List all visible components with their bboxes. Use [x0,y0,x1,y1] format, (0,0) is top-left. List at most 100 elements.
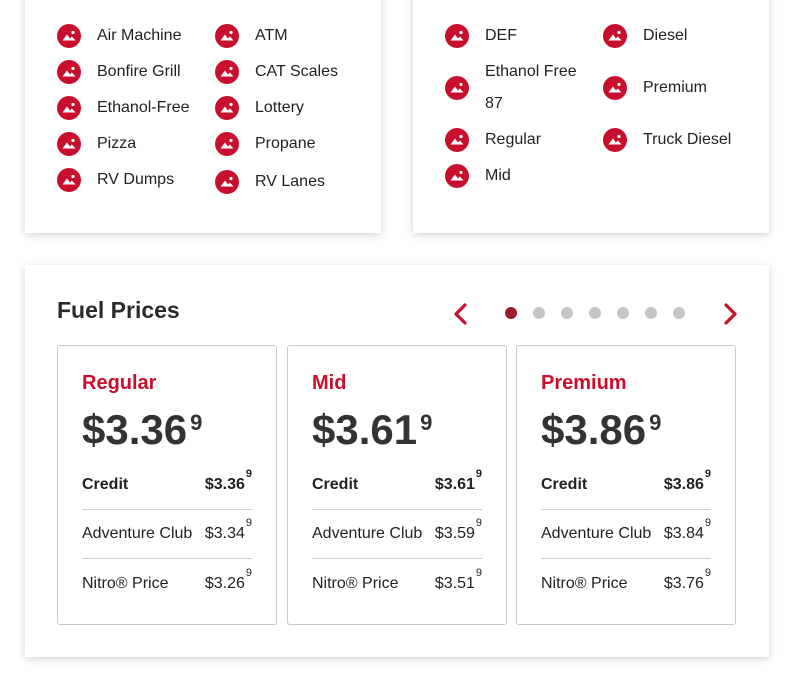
price-value: $3.86 [541,406,647,453]
amenity-lottery: Lottery [215,92,304,124]
mountain-image-icon [445,24,469,48]
amenity-label: ATM [255,27,288,44]
price-row-adventure-club: Adventure Club $3.599 [312,510,482,559]
chevron-left-icon[interactable] [450,301,472,327]
row-value: $3.519 [434,567,482,593]
row-superscript: 9 [475,517,482,529]
row-label: Nitro® Price [312,574,399,592]
amenity-pizza: Pizza [57,128,136,160]
amenity-rv-lanes: RV Lanes [215,166,325,198]
amenity-rv-dumps: RV Dumps [57,164,174,196]
amenity-propane: Propane [215,128,316,160]
price-row-nitro: Nitro® Price $3.269 [82,559,252,608]
amenity-label: Air Machine [97,27,182,44]
price-superscript: 9 [420,410,433,435]
carousel-dot-5[interactable] [617,307,629,319]
price-row-credit: Credit $3.869 [541,461,711,510]
carousel-dot-3[interactable] [561,307,573,319]
fuel-type-label: Ethanol Free 87 [485,56,577,120]
price-card-premium: Premium $3.86 9 Credit $3.869 Adventure C… [516,345,736,625]
row-label: Adventure Club [312,525,423,542]
fuel-prices-title: Fuel Prices [57,297,180,323]
row-label: Credit [312,476,359,493]
carousel-dot-2[interactable] [533,307,545,319]
row-price: $3.26 [204,574,245,592]
row-value: $3.599 [434,517,482,543]
amenity-label: Bonfire Grill [97,63,181,80]
row-price: $3.36 [204,476,245,493]
row-superscript: 9 [704,566,711,579]
price-row-adventure-club: Adventure Club $3.849 [541,510,711,559]
row-superscript: 9 [475,468,482,480]
mountain-image-icon [215,60,239,84]
amenity-label: RV Dumps [97,171,175,188]
mountain-image-icon [57,132,81,156]
fuel-types-card: DEF Diesel Ethanol Free 87 Premium Regul… [413,0,769,233]
row-price: $3.84 [663,525,704,542]
fuel-grade-price: $3.86 9 [541,406,661,454]
amenity-label: CAT Scales [255,63,338,80]
fuel-type-premium: Premium [603,72,707,104]
mountain-image-icon [57,96,81,120]
amenity-label: Pizza [97,135,137,152]
row-superscript: 9 [704,517,711,529]
price-row-credit: Credit $3.369 [82,461,252,510]
chevron-right-icon[interactable] [719,301,741,327]
fuel-type-label: Mid [485,167,511,184]
carousel-dot-6[interactable] [645,307,657,319]
row-label: Credit [82,476,129,493]
row-label: Nitro® Price [82,574,169,592]
amenity-cat-scales: CAT Scales [215,56,338,88]
mountain-image-icon [57,168,81,192]
price-superscript: 9 [190,410,203,435]
amenity-label: Ethanol-Free [97,99,190,116]
amenity-atm: ATM [215,20,288,52]
fuel-type-label: Diesel [643,27,688,44]
fuel-type-def: DEF [445,20,517,52]
amenity-ethanol-free: Ethanol-Free [57,92,190,124]
price-card-regular: Regular $3.36 9 Credit $3.369 Adventure C… [57,345,277,625]
amenity-air-machine: Air Machine [57,20,181,52]
row-price: $3.86 [663,476,704,493]
amenity-bonfire-grill: Bonfire Grill [57,56,181,88]
carousel-dot-7[interactable] [673,307,685,319]
mountain-image-icon [603,76,627,100]
row-superscript: 9 [475,566,482,579]
row-value: $3.769 [663,567,711,593]
mountain-image-icon [215,24,239,48]
price-value: $3.36 [82,406,188,453]
mountain-image-icon [445,76,469,100]
fuel-type-label: Regular [485,131,542,148]
fuel-type-truck-diesel: Truck Diesel [603,124,731,156]
price-row-nitro: Nitro® Price $3.519 [312,559,482,608]
price-row-nitro: Nitro® Price $3.769 [541,559,711,608]
carousel-dot-1[interactable] [505,307,517,319]
amenity-label: Lottery [255,99,304,116]
fuel-grade-name: Premium [541,372,627,394]
row-label: Nitro® Price [541,574,628,592]
mountain-image-icon [57,24,81,48]
row-superscript: 9 [704,468,711,480]
amenity-label: RV Lanes [255,173,325,190]
fuel-type-regular: Regular [445,124,541,156]
fuel-type-label: Truck Diesel [643,131,732,148]
mountain-image-icon [603,24,627,48]
mountain-image-icon [215,96,239,120]
fuel-prices-card: Fuel Prices Regular $3.36 9 Credit $3.369… [25,265,769,657]
fuel-type-mid: Mid [445,160,511,192]
price-superscript: 9 [649,410,662,435]
amenity-label: Propane [255,135,316,152]
mountain-image-icon [445,164,469,188]
price-row-adventure-club: Adventure Club $3.349 [82,510,252,559]
fuel-type-label-line2: 87 [485,95,503,112]
row-price: $3.59 [434,525,475,542]
carousel-dot-4[interactable] [589,307,601,319]
fuel-type-label: Premium [643,79,708,96]
row-price: $3.76 [663,574,704,592]
fuel-grade-price: $3.61 9 [312,406,432,454]
mountain-image-icon [57,60,81,84]
price-value: $3.61 [312,406,418,453]
row-label: Adventure Club [541,525,652,542]
row-price: $3.51 [434,574,475,592]
fuel-grade-price: $3.36 9 [82,406,202,454]
